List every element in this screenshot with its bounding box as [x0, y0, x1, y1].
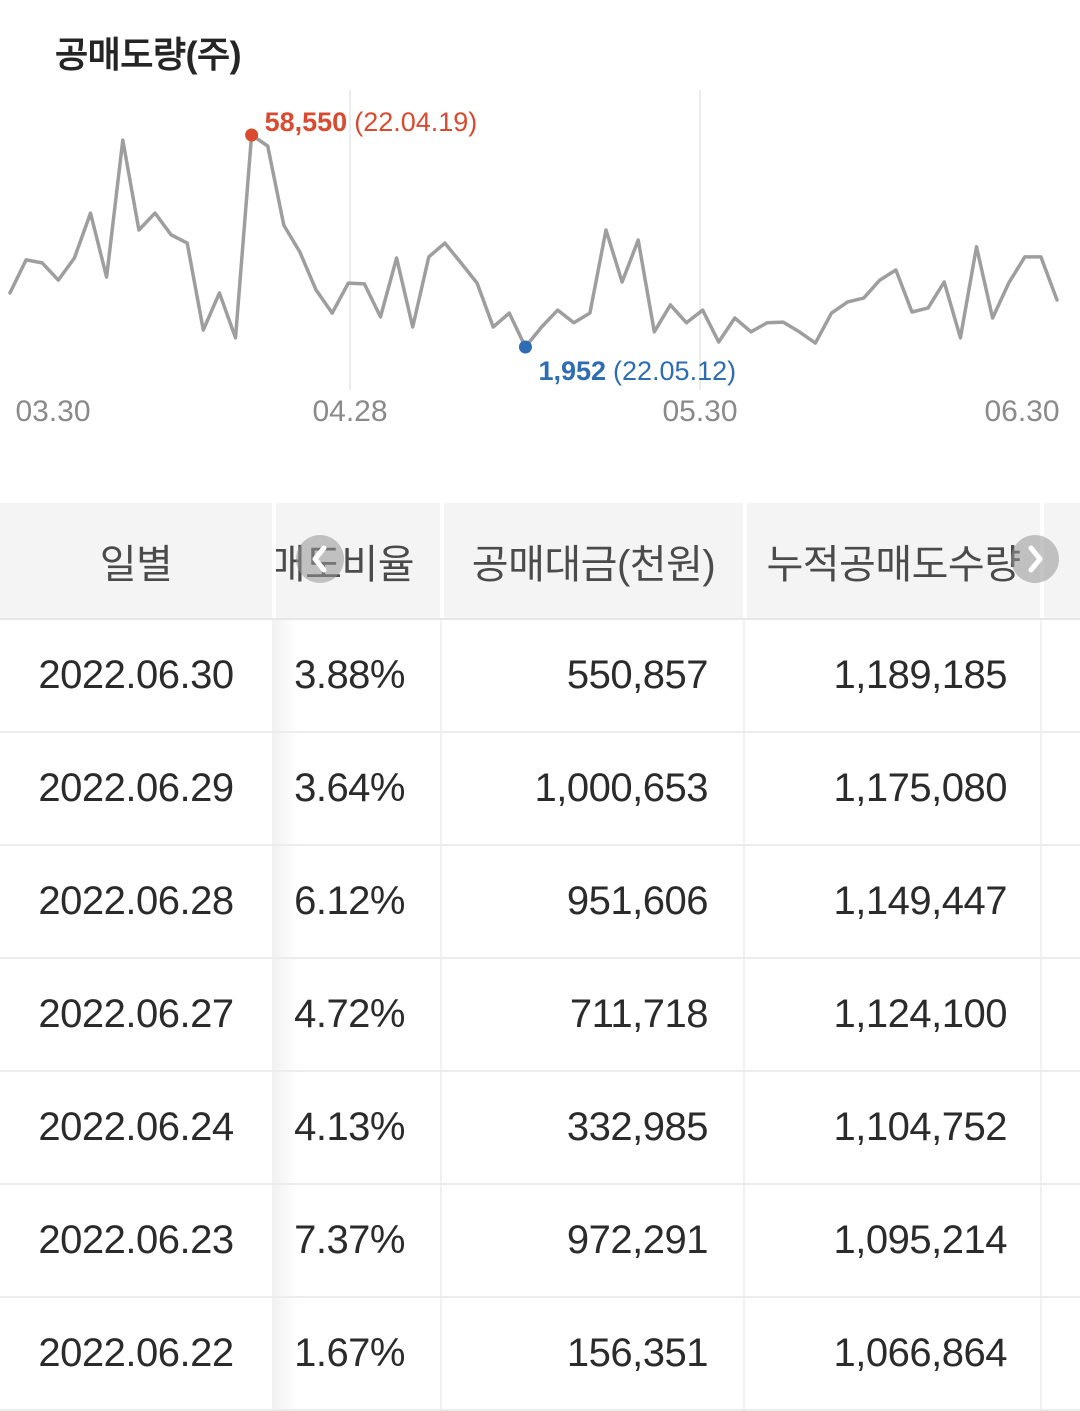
short-ratio-cell: 3.88%	[272, 620, 440, 731]
row-spacer-cell	[1040, 1072, 1080, 1183]
cumulative-volume-cell: 1,189,185	[743, 620, 1040, 731]
table-row: 2022.06.27 4.72% 711,718 1,124,100	[0, 959, 1080, 1072]
header-short-amount: 공매대금(천원)	[440, 503, 743, 618]
date-cell: 2022.06.29	[38, 766, 234, 810]
short-amount-cell: 156,351	[440, 1298, 743, 1409]
min-point-marker	[518, 340, 532, 354]
short-selling-table-section: 일별 매도비율 공매대금(천원) 누적공매도수량 2022.06.30 3.88%…	[0, 503, 1080, 1411]
x-axis-tick-label: 03.30	[15, 395, 91, 428]
scroll-columns-left-button[interactable]	[296, 535, 344, 583]
chart-annotation-max: 58,550 (22.04.19)	[265, 107, 478, 137]
cumulative-volume-cell: 1,066,864	[743, 1298, 1040, 1409]
short-amount-cell: 951,606	[440, 846, 743, 957]
date-cell: 2022.06.22	[38, 1331, 234, 1375]
table-row: 2022.06.22 1.67% 156,351 1,066,864	[0, 1298, 1080, 1411]
short-amount-cell: 972,291	[440, 1185, 743, 1296]
row-spacer-cell	[1040, 1298, 1080, 1409]
short-volume-series-line	[8, 133, 1059, 349]
short-amount-cell: 332,985	[440, 1072, 743, 1183]
max-point-marker	[245, 128, 259, 142]
chart-annotation-min: 1,952 (22.05.12)	[538, 356, 736, 386]
short-amount-cell: 1,000,653	[440, 733, 743, 844]
x-axis-tick-label: 05.30	[662, 395, 738, 428]
short-ratio-cell: 1.67%	[272, 1298, 440, 1409]
short-ratio-cell: 7.37%	[272, 1185, 440, 1296]
chevron-left-icon	[309, 543, 331, 575]
header-daily: 일별	[0, 503, 272, 618]
short-ratio-cell: 6.12%	[272, 846, 440, 957]
date-cell: 2022.06.23	[38, 1218, 234, 1262]
short-ratio-cell: 4.72%	[272, 959, 440, 1070]
row-spacer-cell	[1040, 846, 1080, 957]
cumulative-volume-cell: 1,095,214	[743, 1185, 1040, 1296]
table-header-row: 일별 매도비율 공매대금(천원) 누적공매도수량	[0, 503, 1080, 620]
table-row: 2022.06.23 7.37% 972,291 1,095,214	[0, 1185, 1080, 1298]
table-body: 2022.06.30 3.88% 550,857 1,189,185 2022.06.2…	[0, 620, 1080, 1411]
row-spacer-cell	[1040, 620, 1080, 731]
cumulative-volume-cell: 1,175,080	[743, 733, 1040, 844]
short-ratio-cell: 3.64%	[272, 733, 440, 844]
annotation-value: 58,550	[264, 107, 348, 137]
short-amount-cell: 711,718	[440, 959, 743, 1070]
table-row: 2022.06.30 3.88% 550,857 1,189,185	[0, 620, 1080, 733]
date-cell: 2022.06.24	[38, 1105, 234, 1149]
x-axis-tick-label: 04.28	[312, 395, 388, 428]
annotation-value: 1,952	[538, 356, 607, 386]
annotation-date: (22.04.19)	[354, 107, 478, 137]
cumulative-volume-cell: 1,124,100	[743, 959, 1040, 1070]
date-cell: 2022.06.30	[38, 653, 234, 697]
table-row: 2022.06.28 6.12% 951,606 1,149,447	[0, 846, 1080, 959]
cumulative-volume-cell: 1,104,752	[743, 1072, 1040, 1183]
header-cumulative-volume: 누적공매도수량	[743, 503, 1040, 618]
short-selling-chart-section: 공매도량(주) 58,550 (22.04.19) 1,952 (22.05.12) …	[0, 0, 1080, 503]
date-cell: 2022.06.28	[38, 879, 234, 923]
table-row: 2022.06.24 4.13% 332,985 1,104,752	[0, 1072, 1080, 1185]
row-spacer-cell	[1040, 1185, 1080, 1296]
table-row: 2022.06.29 3.64% 1,000,653 1,175,080	[0, 733, 1080, 846]
date-cell: 2022.06.27	[38, 992, 234, 1036]
row-spacer-cell	[1040, 733, 1080, 844]
short-amount-cell: 550,857	[440, 620, 743, 731]
short-ratio-cell: 4.13%	[272, 1072, 440, 1183]
row-spacer-cell	[1040, 959, 1080, 1070]
cumulative-volume-cell: 1,149,447	[743, 846, 1040, 957]
chevron-right-icon	[1024, 543, 1046, 575]
scroll-columns-right-button[interactable]	[1011, 535, 1059, 583]
short-volume-line-chart	[8, 90, 1059, 390]
annotation-date: (22.05.12)	[613, 356, 737, 386]
chart-title: 공매도량(주)	[55, 34, 242, 75]
x-axis-tick-label: 06.30	[984, 395, 1060, 428]
